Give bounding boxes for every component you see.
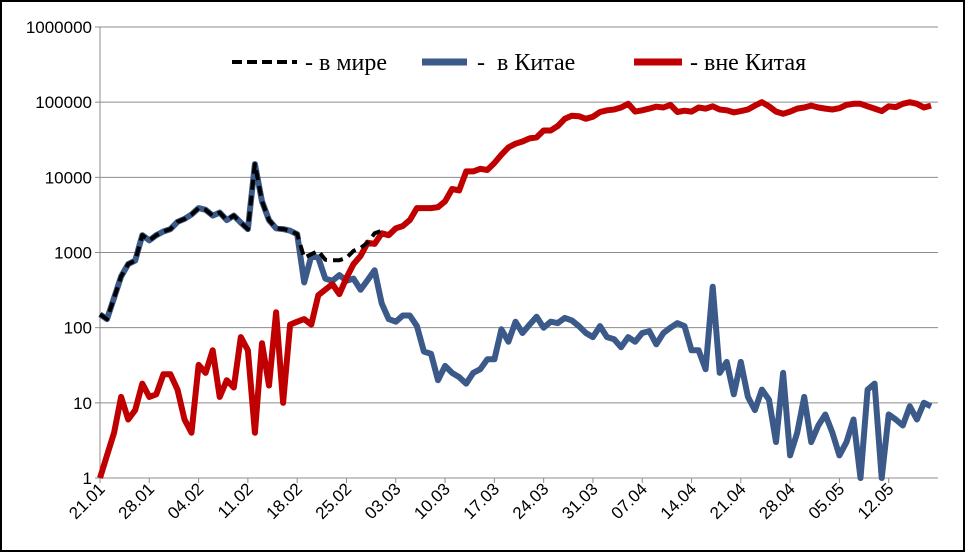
legend: - в мире - в Китае - вне Китая bbox=[232, 50, 806, 76]
y-tick-label: 1000 bbox=[54, 244, 92, 263]
series-line-china bbox=[98, 161, 933, 481]
y-tick-label: 100000 bbox=[35, 93, 92, 112]
y-tick-label: 1000000 bbox=[26, 18, 92, 37]
x-tick-label: 07.04 bbox=[608, 479, 652, 523]
x-tick-label: 24.03 bbox=[509, 479, 553, 523]
x-tick-label: 28.04 bbox=[755, 479, 799, 523]
legend-label: - в мире bbox=[305, 50, 387, 76]
y-tick-label: 10 bbox=[73, 394, 92, 413]
x-tick-label: 03.03 bbox=[361, 479, 405, 523]
y-tick-label: 1 bbox=[83, 469, 92, 488]
x-tick-label: 17.03 bbox=[460, 479, 504, 523]
y-axis-ticks: 1 10 100 1000 10000 100000 1000000 bbox=[26, 18, 100, 488]
x-tick-label: 21.04 bbox=[706, 479, 750, 523]
gridlines bbox=[100, 26, 938, 479]
y-tick-label: 100 bbox=[64, 319, 92, 338]
x-tick-label: 25.02 bbox=[312, 479, 356, 523]
x-tick-label: 14.04 bbox=[657, 479, 701, 523]
x-tick-label: 12.05 bbox=[854, 479, 898, 523]
y-tick-label: 10000 bbox=[45, 168, 92, 187]
x-tick-label: 18.02 bbox=[262, 479, 306, 523]
x-tick-label: 05.05 bbox=[805, 479, 849, 523]
x-axis-ticks: 21.01 28.01 04.02 11.02 18.02 25.02 03.03 10.03… bbox=[65, 478, 898, 523]
x-tick-label: 28.01 bbox=[115, 479, 159, 523]
x-tick-label: 31.03 bbox=[558, 479, 602, 523]
x-tick-label: 10.03 bbox=[410, 479, 454, 523]
legend-label: - вне Китая bbox=[690, 50, 806, 76]
series-line-outside-china bbox=[97, 99, 932, 479]
x-tick-label: 11.02 bbox=[214, 479, 257, 522]
legend-label: - в Китае bbox=[477, 50, 575, 76]
series-lines bbox=[97, 99, 933, 481]
x-tick-label: 04.02 bbox=[164, 479, 208, 523]
series-line-world bbox=[98, 162, 383, 322]
